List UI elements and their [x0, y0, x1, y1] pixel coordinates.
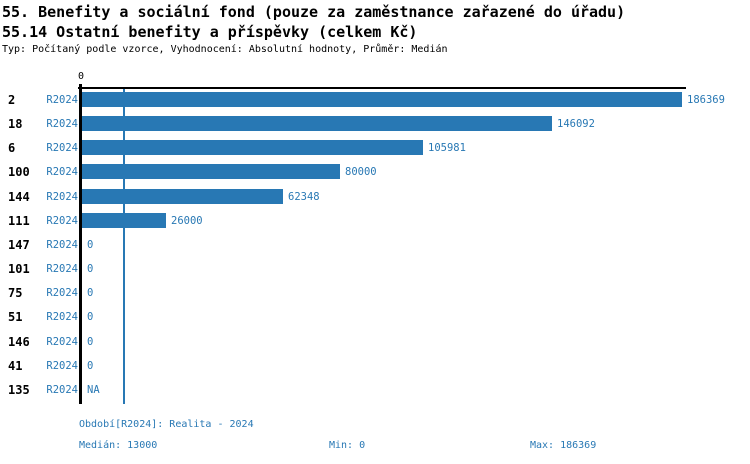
bar-value-label: 186369 — [687, 94, 725, 106]
row-series-label: R2024 — [46, 166, 78, 179]
bar-value-label: 105981 — [428, 142, 466, 155]
bar-value-label: 0 — [87, 335, 94, 348]
bar-value-label: 80000 — [345, 166, 377, 179]
row-category-label: 75 — [8, 286, 23, 301]
bar-value-label: 146092 — [557, 118, 595, 131]
row-category-label: 41 — [8, 358, 23, 373]
value-bar — [82, 164, 340, 180]
value-bar — [82, 92, 682, 107]
bar-value-label: 0 — [87, 287, 94, 300]
chart-row: 75 R2024 0 — [0, 282, 750, 306]
chart-subtitle: Typ: Počítaný podle vzorce, Vyhodnocení:… — [2, 44, 448, 55]
chart-row: 41 R2024 0 — [0, 355, 750, 379]
row-series-label: R2024 — [46, 118, 78, 131]
chart-row: 146 R2024 0 — [0, 331, 750, 355]
chart-row: 6 R2024 105981 — [0, 137, 750, 161]
footer-min-label: Min: 0 — [329, 440, 366, 451]
chart-row: 144 R2024 62348 — [0, 186, 750, 210]
row-series-label: R2024 — [46, 287, 78, 300]
footer-median-label: Medián: 13000 — [79, 440, 158, 451]
value-bar — [82, 212, 166, 228]
bar-value-label: 26000 — [171, 214, 203, 227]
row-series-label: R2024 — [46, 94, 78, 106]
row-series-label: R2024 — [46, 383, 78, 396]
chart-title-line1: 55. Benefity a sociální fond (pouze za z… — [2, 3, 626, 21]
bar-value-label: 0 — [87, 238, 94, 251]
row-category-label: 147 — [8, 237, 30, 252]
row-series-label: R2024 — [46, 359, 78, 372]
value-bar — [82, 188, 283, 204]
row-series-label: R2024 — [46, 263, 78, 276]
chart-title-line2: 55.14 Ostatní benefity a příspěvky (celk… — [2, 23, 418, 41]
row-category-label: 100 — [8, 165, 30, 180]
footer-max-label: Max: 186369 — [530, 440, 597, 451]
bar-value-label: 0 — [87, 311, 94, 324]
chart-row: 51 R2024 0 — [0, 306, 750, 330]
x-axis-zero-tick-label: 0 — [77, 71, 85, 82]
chart-row: 111 R2024 26000 — [0, 210, 750, 234]
row-series-label: R2024 — [46, 238, 78, 251]
chart-row: 147 R2024 0 — [0, 234, 750, 258]
x-axis-line — [78, 87, 686, 89]
row-category-label: 135 — [8, 382, 30, 397]
row-series-label: R2024 — [46, 311, 78, 324]
bar-value-label: NA — [87, 383, 100, 396]
bar-value-label: 62348 — [288, 190, 320, 203]
chart-row: 2 R2024 186369 — [0, 89, 750, 113]
row-category-label: 144 — [8, 189, 30, 204]
row-category-label: 6 — [8, 141, 16, 156]
footer-period-label: Období[R2024]: Realita - 2024 — [79, 419, 254, 430]
value-bar — [82, 116, 552, 132]
row-category-label: 146 — [8, 334, 30, 349]
row-category-label: 18 — [8, 117, 23, 132]
row-category-label: 111 — [8, 213, 30, 228]
row-series-label: R2024 — [46, 142, 78, 155]
row-series-label: R2024 — [46, 190, 78, 203]
chart-row: 18 R2024 146092 — [0, 113, 750, 137]
chart-row: 100 R2024 80000 — [0, 161, 750, 185]
row-category-label: 2 — [8, 93, 16, 107]
value-bar — [82, 140, 423, 156]
bar-value-label: 0 — [87, 263, 94, 276]
row-category-label: 101 — [8, 262, 30, 277]
y-axis-line — [79, 84, 82, 404]
median-gridline — [123, 89, 125, 404]
row-category-label: 51 — [8, 310, 23, 325]
row-series-label: R2024 — [46, 335, 78, 348]
chart-row: 101 R2024 0 — [0, 258, 750, 282]
chart-row: 135 R2024 NA — [0, 379, 750, 403]
bar-value-label: 0 — [87, 359, 94, 372]
row-series-label: R2024 — [46, 214, 78, 227]
